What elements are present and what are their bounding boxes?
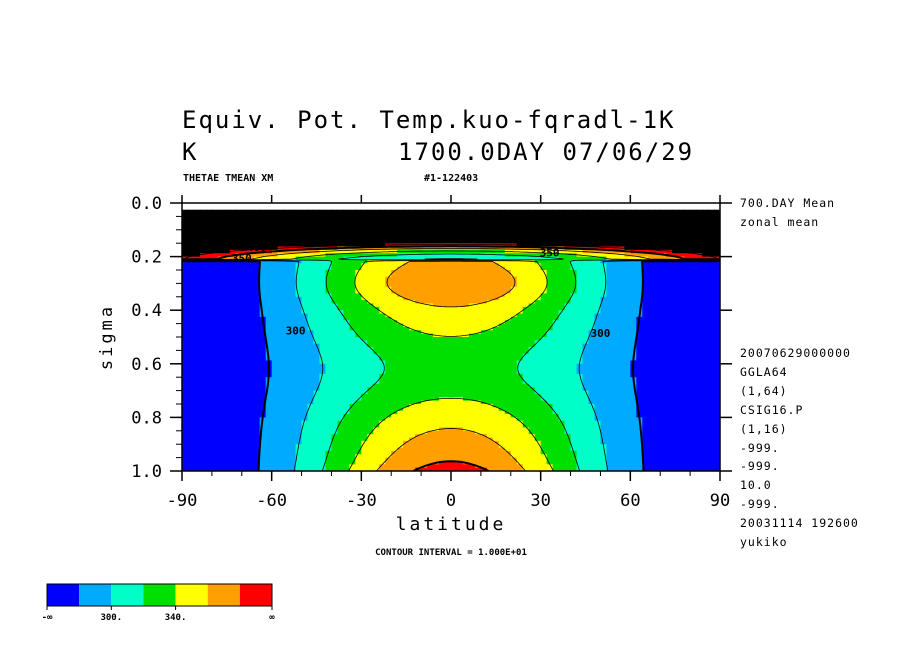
side-info-line: (1,64) bbox=[740, 383, 788, 398]
y-tick-label: 0.0 bbox=[131, 194, 162, 214]
colorbar-swatch bbox=[111, 584, 144, 606]
colorbar-label: 300. bbox=[100, 613, 122, 623]
contour-label: 350 bbox=[232, 252, 252, 265]
side-info-zonal: zonal mean bbox=[740, 215, 820, 229]
side-info-mean: 700.DAY Mean bbox=[740, 196, 836, 210]
colorbar-swatch bbox=[79, 584, 112, 606]
contour-line bbox=[182, 230, 720, 235]
contour-line bbox=[182, 224, 720, 228]
contour-label: 300 bbox=[591, 327, 611, 340]
contour-line bbox=[182, 218, 720, 221]
y-tick-label: 0.6 bbox=[131, 355, 162, 375]
y-tick-label: 1.0 bbox=[131, 462, 162, 482]
y-tick-label: 0.4 bbox=[131, 301, 162, 321]
units-label: K bbox=[182, 138, 199, 166]
contour-interval-label: CONTOUR INTERVAL = 1.000E+01 bbox=[375, 548, 527, 558]
x-tick-label: 30 bbox=[530, 491, 550, 511]
x-tick-label: -90 bbox=[167, 491, 198, 511]
contour-line bbox=[182, 231, 720, 237]
side-info-line: CSIG16.P bbox=[740, 402, 804, 417]
colorbar-label: ∞ bbox=[269, 613, 275, 623]
colorbar: -∞ 300. 340. ∞ bbox=[42, 583, 275, 623]
contour-label: 400 bbox=[247, 241, 267, 254]
colorbar-swatch bbox=[47, 584, 80, 606]
side-info-line: -999. bbox=[740, 459, 780, 474]
colorbar-swatch bbox=[239, 584, 272, 606]
contour-line bbox=[182, 217, 720, 219]
x-tick-label: 90 bbox=[710, 491, 730, 511]
run-id-label: #1-122403 bbox=[424, 173, 479, 184]
contour-line bbox=[182, 214, 720, 217]
variable-label: THETAE TMEAN XM bbox=[183, 173, 274, 184]
contour-line bbox=[182, 223, 720, 227]
x-tick-label: -30 bbox=[346, 491, 377, 511]
x-axis-label: latitude bbox=[396, 514, 507, 535]
contour-line bbox=[182, 258, 720, 471]
contour-line bbox=[182, 240, 720, 250]
contour-line bbox=[182, 236, 720, 243]
contour-line bbox=[182, 221, 720, 225]
contour-label: 400 bbox=[546, 225, 566, 238]
contour-line bbox=[182, 221, 720, 224]
contour-line bbox=[182, 214, 720, 216]
contour-line bbox=[182, 220, 720, 223]
contour-line bbox=[182, 235, 720, 241]
contour-label: 450 bbox=[226, 225, 246, 238]
colorbar-label: -∞ bbox=[42, 613, 53, 623]
contour-line bbox=[182, 217, 720, 220]
chart-title: Equiv. Pot. Temp.kuo-fqradl-1K bbox=[182, 106, 676, 134]
side-info-line: 20031114 192600 bbox=[740, 516, 859, 531]
axes: -90 -60 -30 0 30 60 90 0.0 0.2 0.4 0.6 0.8 1.0 bbox=[131, 194, 732, 511]
side-info-line: -999. bbox=[740, 440, 780, 455]
contour-label: 350 bbox=[540, 247, 560, 260]
contour-lines bbox=[182, 210, 720, 471]
x-tick-label: -60 bbox=[256, 491, 287, 511]
contour-line bbox=[182, 239, 720, 247]
contour-label: 300 bbox=[286, 324, 306, 337]
colorbar-swatch bbox=[207, 584, 240, 606]
contour-line bbox=[182, 260, 720, 471]
x-tick-label: 0 bbox=[446, 491, 456, 511]
y-tick-label: 0.2 bbox=[131, 248, 162, 268]
contour-line bbox=[182, 225, 720, 229]
colorbar-swatch bbox=[143, 584, 176, 606]
contour-line bbox=[182, 227, 720, 231]
contour-line bbox=[182, 245, 720, 471]
contour-line bbox=[182, 244, 720, 260]
side-info-line: (1,16) bbox=[740, 421, 788, 436]
contour-line bbox=[182, 253, 720, 471]
contour-line bbox=[182, 219, 720, 222]
side-info-line: GGLA64 bbox=[740, 364, 788, 379]
side-info-line: yukiko bbox=[740, 535, 788, 549]
contour-line bbox=[182, 222, 720, 226]
contour-line bbox=[182, 215, 720, 217]
contour-line bbox=[182, 232, 720, 238]
contour-line bbox=[182, 228, 720, 232]
contour-line bbox=[182, 216, 720, 218]
contour-line bbox=[182, 233, 720, 239]
contour-line bbox=[182, 213, 720, 215]
colorbar-frame bbox=[46, 583, 273, 607]
date-label: 1700.0DAY 07/06/29 bbox=[398, 138, 695, 166]
y-axis-label: sigma bbox=[97, 304, 117, 370]
x-tick-label: 60 bbox=[620, 491, 640, 511]
contour-line bbox=[182, 242, 720, 253]
side-info-line: -999. bbox=[740, 497, 780, 512]
contour-line bbox=[182, 226, 720, 230]
y-tick-label: 0.8 bbox=[131, 408, 162, 428]
side-info-line: 10.0 bbox=[740, 478, 772, 493]
contour-line bbox=[182, 229, 720, 233]
side-info-line: 20070629000000 bbox=[740, 346, 851, 360]
colorbar-swatch bbox=[175, 584, 208, 606]
contour-line bbox=[182, 237, 720, 245]
colorbar-label: 340. bbox=[165, 613, 187, 623]
